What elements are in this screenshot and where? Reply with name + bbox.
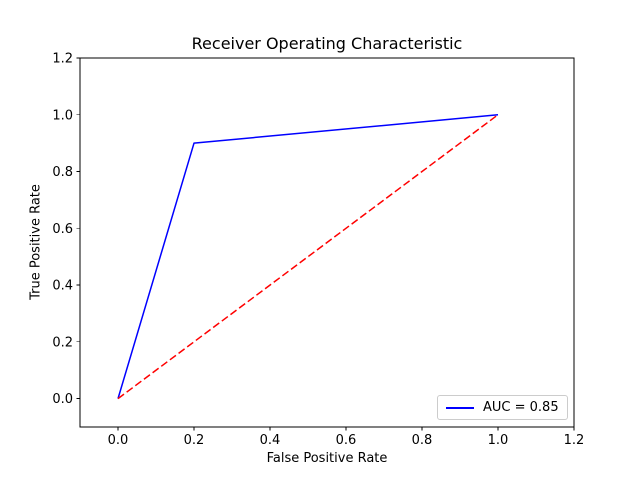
- y-axis-label: True Positive Rate: [28, 184, 44, 300]
- x-tick-label: 0.8: [412, 433, 433, 448]
- y-tick-label: 0.8: [52, 165, 73, 180]
- x-tick-label: 0.2: [184, 433, 205, 448]
- y-tick-label: 0.0: [52, 392, 73, 407]
- x-tick-label: 0.6: [336, 433, 357, 448]
- roc-curve-line: [117, 114, 499, 399]
- chance-diagonal-line: [117, 114, 499, 400]
- x-tick-label: 0.4: [260, 433, 281, 448]
- x-tick-label: 1.2: [564, 433, 585, 448]
- x-axis-label: False Positive Rate: [266, 451, 388, 466]
- y-tick-label: 1.0: [52, 108, 73, 123]
- x-tick-label: 0.0: [108, 433, 129, 448]
- chart-title: Receiver Operating Characteristic: [191, 34, 463, 53]
- legend-line-sample: [446, 406, 474, 409]
- y-tick-label: 0.2: [52, 335, 73, 350]
- y-tick-label: 1.2: [52, 52, 73, 67]
- legend-label: AUC = 0.85: [483, 400, 559, 415]
- y-tick-label: 0.4: [52, 279, 73, 294]
- legend: AUC = 0.85: [437, 395, 568, 420]
- y-tick-label: 0.6: [52, 222, 73, 237]
- x-tick-label: 1.0: [488, 433, 509, 448]
